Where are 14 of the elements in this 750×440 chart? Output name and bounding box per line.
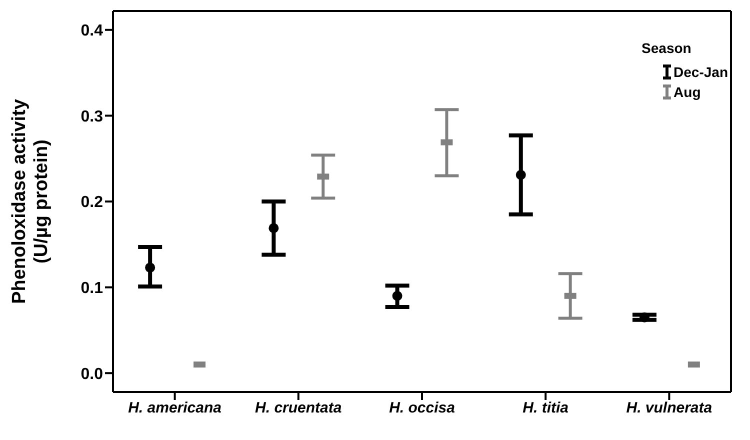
x-tick-label: H. vulnerata <box>626 400 712 417</box>
legend-label: Dec-Jan <box>674 64 728 80</box>
y-tick-label: 0.0 <box>80 366 104 383</box>
y-tick-label: 0.2 <box>80 194 104 212</box>
x-tick-label: H. occisa <box>389 400 455 417</box>
x-tick-label: H. cruentata <box>255 400 342 417</box>
y-tick-label: 0.4 <box>80 22 104 40</box>
y-tick-label: 0.3 <box>80 108 104 126</box>
x-tick-label: H. titia <box>522 400 569 417</box>
legend-title: Season <box>642 40 692 56</box>
legend-label: Aug <box>674 84 701 100</box>
y-axis-title: Phenoloxidase activity (U/µg protein) <box>9 98 52 304</box>
y-tick-label: 0.1 <box>80 280 104 297</box>
x-tick-label: H. americana <box>128 400 222 417</box>
